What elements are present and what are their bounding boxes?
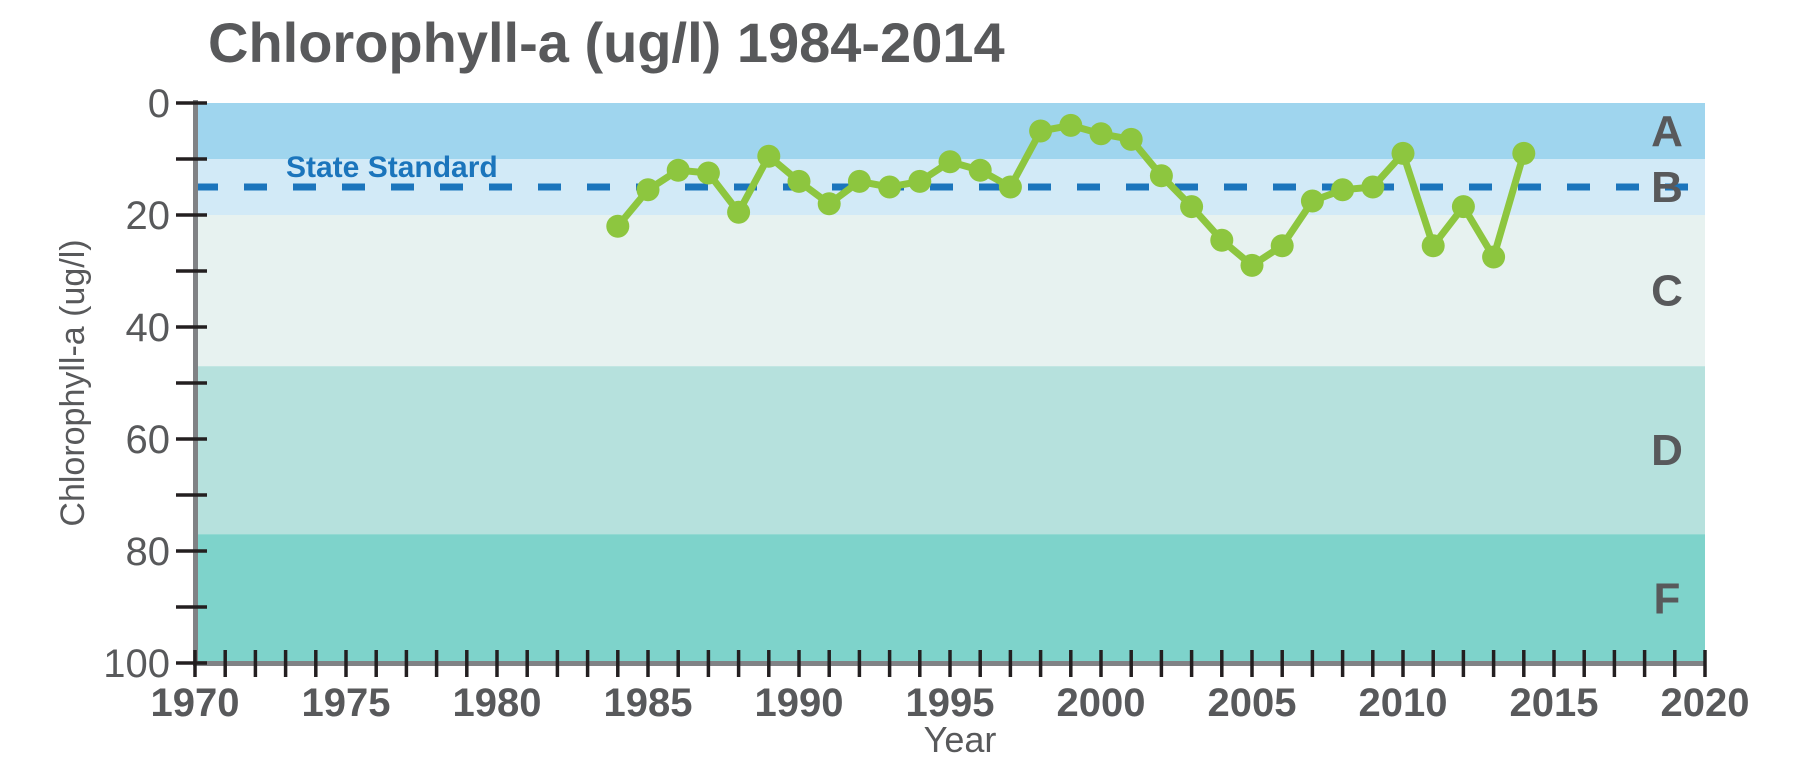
data-point <box>908 169 932 193</box>
grade-band-a <box>196 103 1705 159</box>
grade-band-letter-b: B <box>1651 163 1683 212</box>
data-series-layer <box>606 113 1536 277</box>
y-axis-title: Chlorophyll-a (ug/l) <box>54 239 92 526</box>
x-tick-label: 2010 <box>1359 681 1448 725</box>
y-tick-label: 40 <box>126 306 171 350</box>
chart-title: Chlorophyll-a (ug/l) 1984-2014 <box>208 11 1005 74</box>
x-tick-label: 1995 <box>906 681 995 725</box>
data-point <box>847 169 871 193</box>
data-point <box>1451 195 1475 219</box>
data-point <box>1482 245 1506 269</box>
data-point <box>1119 127 1143 151</box>
data-point <box>636 178 660 202</box>
grade-band-letter-a: A <box>1651 107 1683 156</box>
data-point <box>1089 122 1113 146</box>
x-axis-title: Year <box>924 719 997 760</box>
data-point <box>1512 141 1536 165</box>
x-tick-label: 1990 <box>755 681 844 725</box>
x-tick-label: 2005 <box>1208 681 1297 725</box>
x-tick-label: 1985 <box>604 681 693 725</box>
data-point <box>1300 189 1324 213</box>
data-point <box>1391 141 1415 165</box>
data-point <box>1029 119 1053 143</box>
data-point <box>968 158 992 182</box>
data-point <box>938 150 962 174</box>
data-point <box>817 192 841 216</box>
y-tick-label: 20 <box>126 194 171 238</box>
data-point <box>696 161 720 185</box>
y-tick-label: 100 <box>103 642 170 686</box>
x-tick-label: 2020 <box>1661 681 1750 725</box>
data-point <box>878 175 902 199</box>
data-point <box>606 214 630 238</box>
y-tick-label: 80 <box>126 530 171 574</box>
data-point <box>666 158 690 182</box>
data-point <box>727 200 751 224</box>
state-standard-label: State Standard <box>286 151 498 184</box>
grade-band-c <box>196 215 1705 367</box>
data-point <box>1361 175 1385 199</box>
data-point <box>787 169 811 193</box>
grade-band-letter-c: C <box>1651 267 1683 316</box>
x-tick-label: 1975 <box>302 681 391 725</box>
data-point <box>1210 228 1234 252</box>
data-point <box>998 175 1022 199</box>
x-tick-label: 2015 <box>1510 681 1599 725</box>
grade-band-letter-f: F <box>1654 575 1681 624</box>
grade-bands-layer <box>196 103 1705 663</box>
grade-band-f <box>196 534 1705 663</box>
data-point <box>757 144 781 168</box>
data-point <box>1149 164 1173 188</box>
data-point <box>1270 234 1294 258</box>
grade-band-letter-d: D <box>1651 426 1683 475</box>
data-point <box>1240 253 1264 277</box>
data-point <box>1180 195 1204 219</box>
x-tick-label: 2000 <box>1057 681 1146 725</box>
x-tick-label: 1970 <box>151 681 240 725</box>
ticks-layer: 1970 1975 1980 1985 1990 1995 2000 2005 2010 2015… <box>103 82 1749 725</box>
y-tick-label: 60 <box>126 418 171 462</box>
data-point <box>1331 178 1355 202</box>
data-point <box>1059 113 1083 137</box>
x-tick-label: 1980 <box>453 681 542 725</box>
grade-band-d <box>196 366 1705 535</box>
band-letters-layer: AB C D F <box>1651 107 1683 624</box>
y-tick-label: 0 <box>148 82 170 126</box>
data-point <box>1421 234 1445 258</box>
